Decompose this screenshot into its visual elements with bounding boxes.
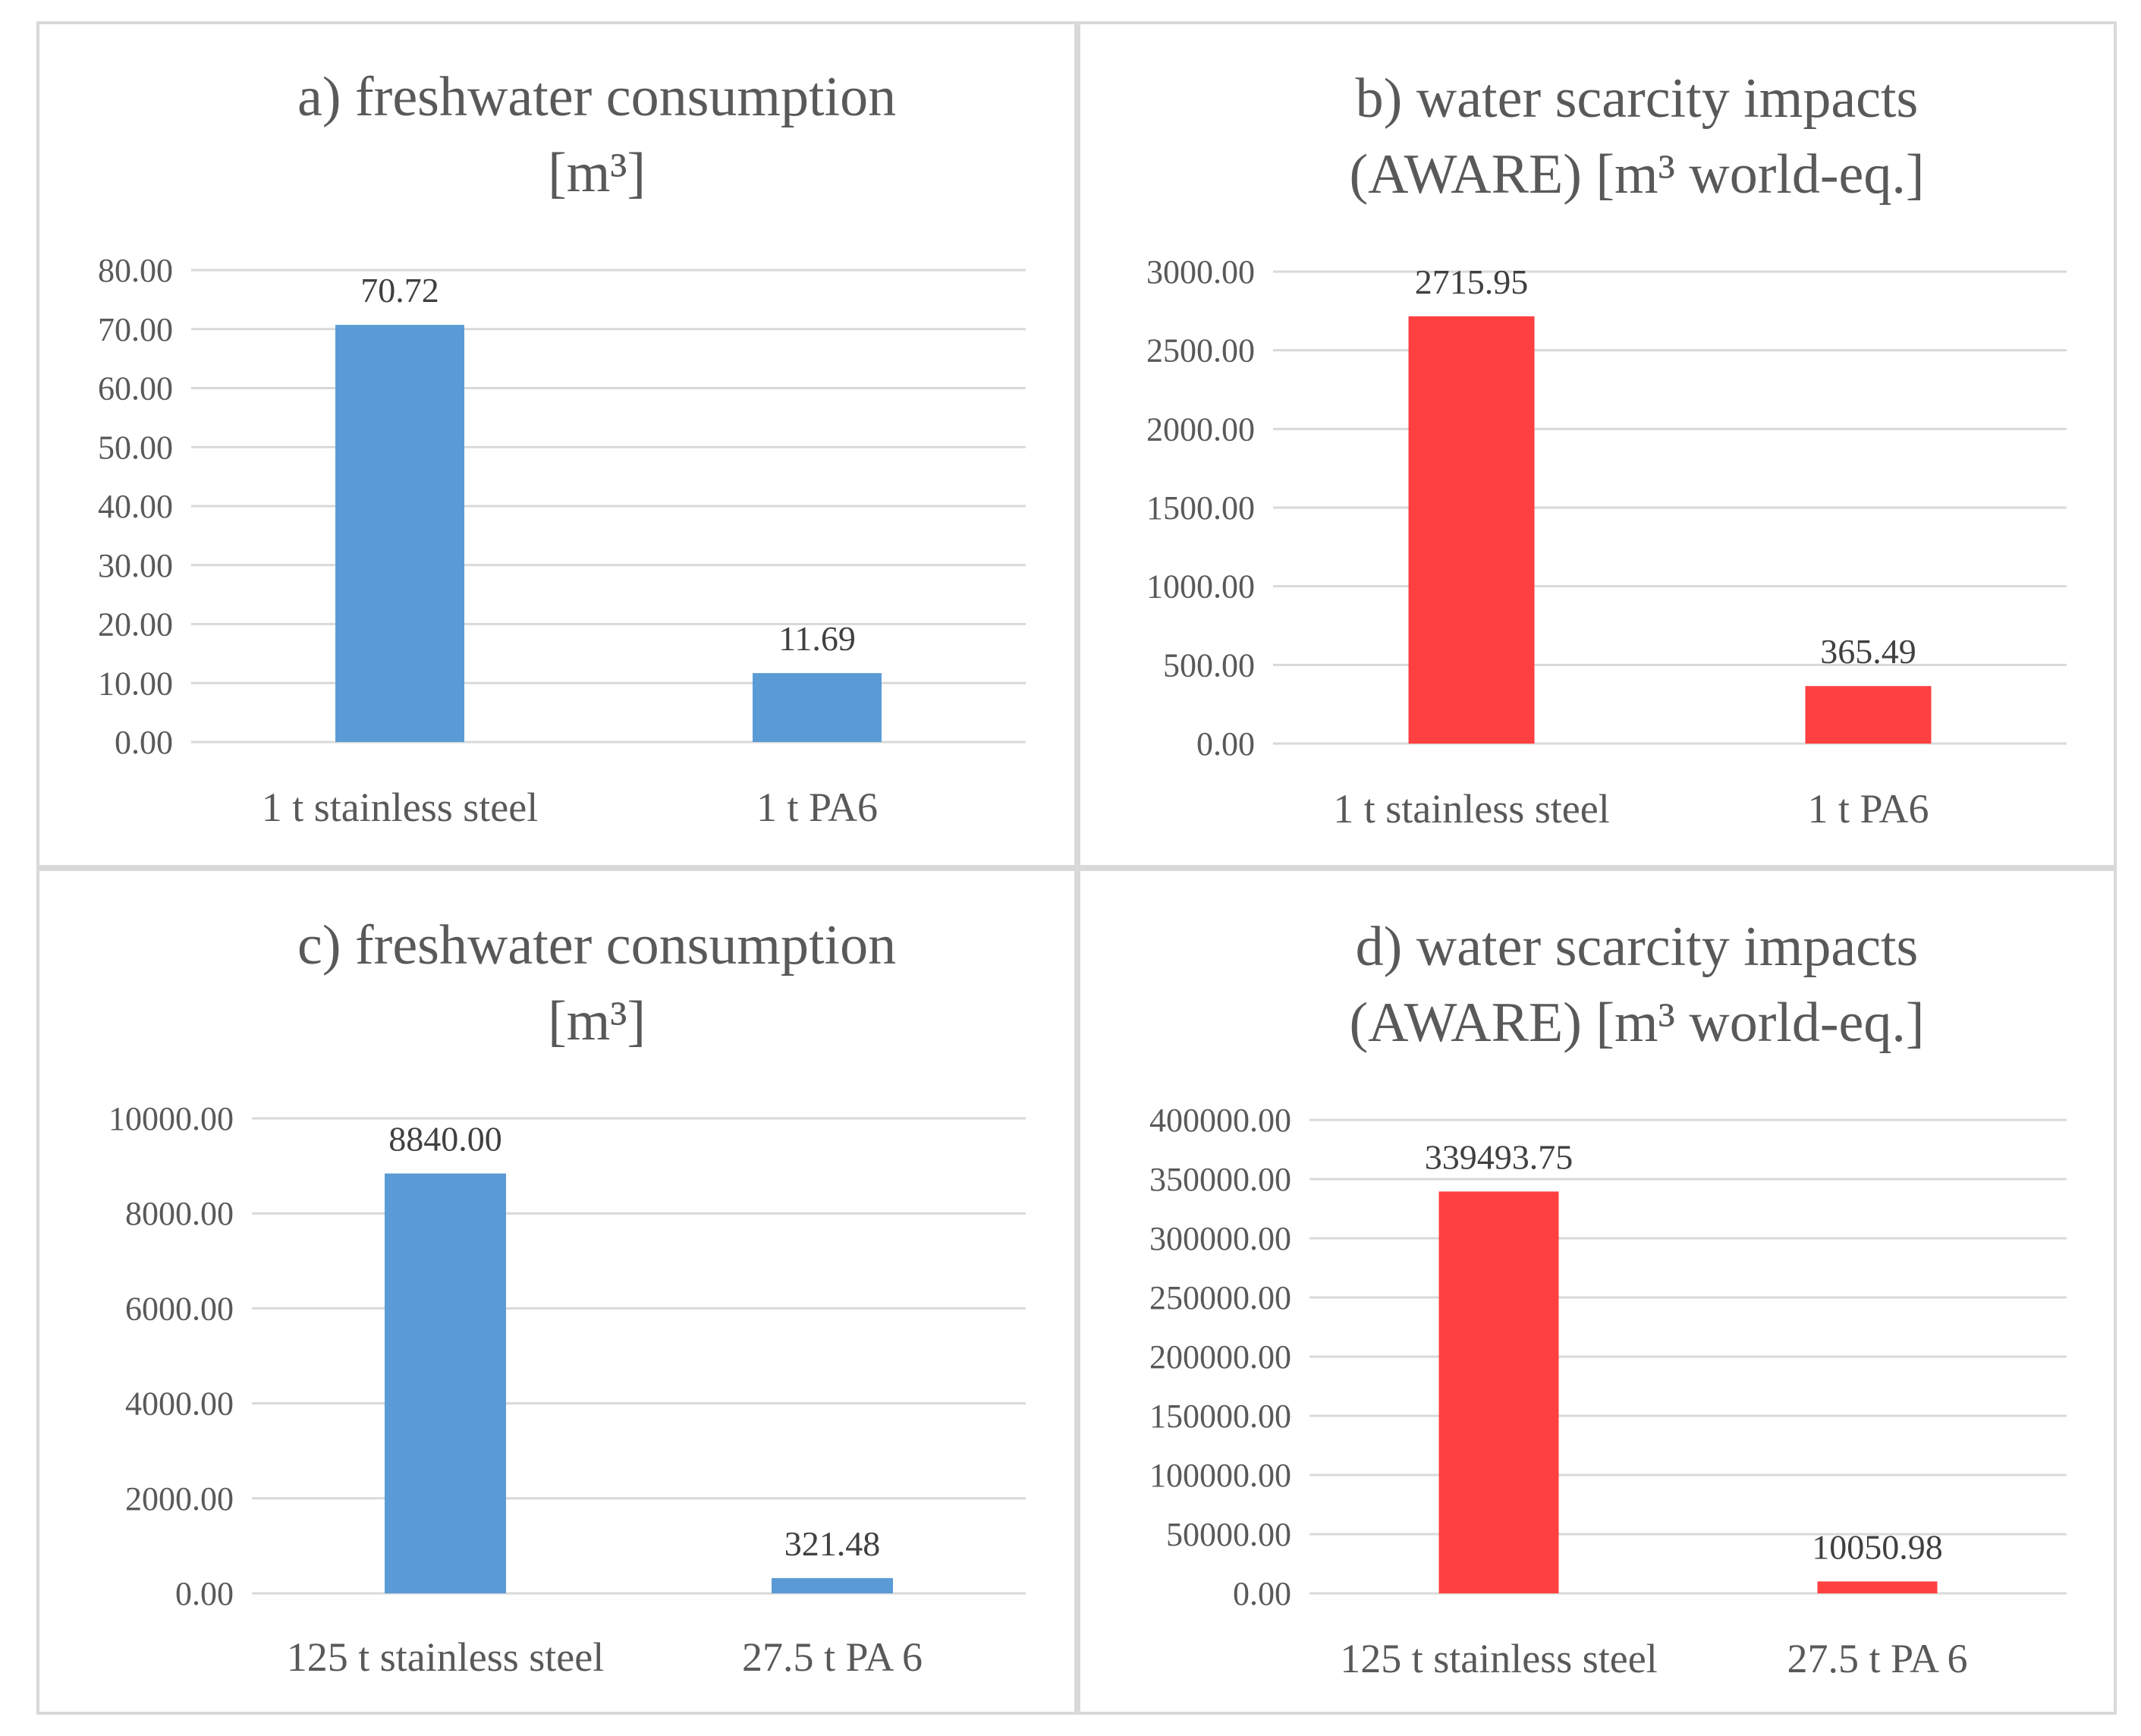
chart-a-ytick-label-0: 0.00 (115, 724, 173, 761)
chart-c-svg: c) freshwater consumption [m³] 0.00 2000.00… (108, 914, 1026, 1680)
chart-b-value-label-1: 365.49 (1820, 632, 1916, 671)
chart-d-ytick-label-0: 0.00 (1233, 1575, 1291, 1612)
chart-c-value-label-1: 321.48 (784, 1524, 881, 1563)
chart-c-title-line-2: [m³] (548, 990, 646, 1052)
chart-d-ytick-label-6: 300000.00 (1149, 1220, 1291, 1257)
chart-panel-b: b) water scarcity impacts (AWARE) [m³ wor… (1077, 21, 2117, 868)
chart-d-category-label-1: 27.5 t PA 6 (1787, 1636, 1967, 1681)
chart-panel-c: c) freshwater consumption [m³] 0.00 2000.00… (36, 868, 1077, 1715)
chart-c-ytick-label-0: 0.00 (175, 1575, 234, 1612)
chart-c-category-label-0: 125 t stainless steel (287, 1634, 604, 1680)
chart-panel-d: d) water scarcity impacts (AWARE) [m³ wor… (1077, 868, 2117, 1715)
chart-c-bar-1 (772, 1577, 893, 1593)
chart-a-value-label-0: 70.72 (360, 271, 439, 310)
chart-d-svg: d) water scarcity impacts (AWARE) [m³ wor… (1149, 916, 2067, 1681)
chart-c-title-line-1: c) freshwater consumption (297, 914, 896, 976)
chart-d-value-label-1: 10050.98 (1812, 1527, 1943, 1566)
chart-a-ytick-label-7: 70.00 (98, 311, 173, 348)
chart-b-ytick-label-3: 1500.00 (1146, 489, 1255, 527)
chart-d-bar-1 (1817, 1581, 1938, 1593)
chart-c-category-label-1: 27.5 t PA 6 (742, 1634, 923, 1680)
chart-a-ytick-label-3: 30.00 (98, 547, 173, 584)
chart-d-ytick-label-2: 100000.00 (1149, 1457, 1291, 1494)
chart-c-ytick-label-5: 10000.00 (108, 1100, 234, 1137)
chart-b-category-label-0: 1 t stainless steel (1333, 786, 1609, 832)
chart-d-bar-0 (1438, 1191, 1559, 1593)
chart-a-ytick-label-1: 10.00 (98, 665, 173, 702)
chart-d-ytick-label-5: 250000.00 (1149, 1279, 1291, 1316)
chart-b-value-label-0: 2715.95 (1415, 263, 1529, 301)
chart-b-bar-0 (1408, 316, 1535, 744)
chart-d-ytick-label-7: 350000.00 (1149, 1161, 1291, 1198)
chart-a-ytick-label-8: 80.00 (98, 252, 173, 289)
chart-a-value-label-1: 11.69 (778, 619, 856, 658)
chart-b-svg: b) water scarcity impacts (AWARE) [m³ wor… (1146, 68, 2067, 832)
chart-b-ytick-label-5: 2500.00 (1146, 332, 1255, 370)
chart-c-ytick-label-2: 4000.00 (125, 1385, 234, 1423)
chart-a-ytick-label-2: 20.00 (98, 606, 173, 643)
chart-d-title-line-1: d) water scarcity impacts (1356, 916, 1919, 978)
chart-a-title-line-2: [m³] (548, 142, 646, 204)
chart-b-ytick-label-2: 1000.00 (1146, 568, 1255, 605)
chart-a-ytick-label-6: 60.00 (98, 370, 173, 407)
chart-d-ytick-label-4: 200000.00 (1149, 1338, 1291, 1376)
chart-d-ytick-label-8: 400000.00 (1149, 1102, 1291, 1139)
chart-b-title-line-2: (AWARE) [m³ world-eq.] (1349, 143, 1924, 206)
chart-panel-a: a) freshwater consumption [m³] 0.00 10.00 20… (36, 21, 1077, 868)
chart-a-ytick-label-5: 50.00 (98, 429, 173, 466)
chart-d-category-label-0: 125 t stainless steel (1340, 1636, 1657, 1681)
chart-a-ytick-label-4: 40.00 (98, 488, 173, 525)
chart-b-bar-1 (1805, 686, 1932, 744)
chart-b-category-label-1: 1 t PA6 (1807, 786, 1929, 832)
chart-b-ytick-label-4: 2000.00 (1146, 410, 1255, 448)
chart-c-ytick-label-1: 2000.00 (125, 1480, 234, 1517)
chart-a-title-line-1: a) freshwater consumption (297, 66, 896, 128)
chart-a-bar-0 (335, 325, 464, 743)
chart-d-ytick-label-1: 50000.00 (1166, 1516, 1291, 1553)
chart-a-category-label-1: 1 t PA6 (756, 785, 878, 830)
chart-d-value-label-0: 339493.75 (1425, 1137, 1574, 1176)
chart-c-bar-0 (385, 1173, 506, 1593)
chart-c-ytick-label-4: 8000.00 (125, 1195, 234, 1232)
chart-a-bar-1 (753, 673, 882, 742)
chart-a-category-label-0: 1 t stainless steel (262, 785, 538, 830)
chart-b-title-line-1: b) water scarcity impacts (1356, 68, 1919, 130)
chart-c-value-label-0: 8840.00 (388, 1120, 502, 1159)
chart-d-title-line-2: (AWARE) [m³ world-eq.] (1349, 992, 1924, 1054)
chart-d-ytick-label-3: 150000.00 (1149, 1398, 1291, 1435)
chart-a-svg: a) freshwater consumption [m³] 0.00 10.00 20… (98, 66, 1026, 830)
chart-b-ytick-label-1: 500.00 (1163, 646, 1255, 684)
chart-b-ytick-label-6: 3000.00 (1146, 253, 1255, 291)
chart-b-ytick-label-0: 0.00 (1196, 725, 1255, 763)
chart-c-ytick-label-3: 6000.00 (125, 1290, 234, 1327)
